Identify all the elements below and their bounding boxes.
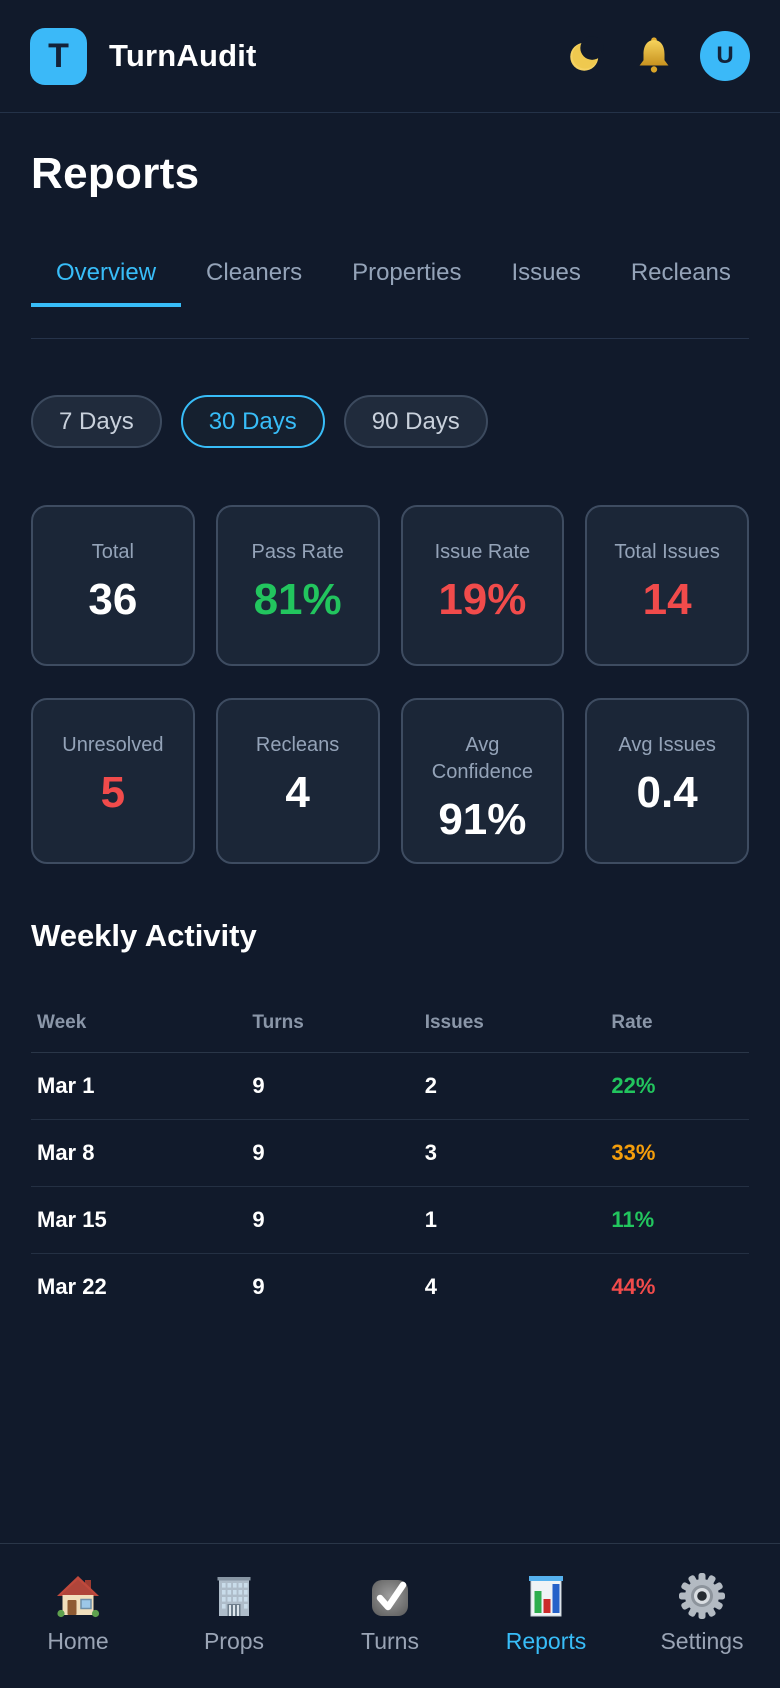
cell-turns: 9 (246, 1119, 419, 1188)
stats-grid: Total 36 Pass Rate 81% Issue Rate 19% To… (31, 505, 749, 865)
filter-90-days[interactable]: 90 Days (343, 395, 488, 448)
tabs-divider (31, 338, 749, 339)
cell-issues: 3 (418, 1119, 606, 1188)
top-actions: U (564, 31, 750, 81)
tab-properties[interactable]: Properties (352, 259, 462, 286)
cell-turns: 9 (246, 1052, 419, 1121)
table-row: Mar 1 9 2 22% (31, 1052, 749, 1121)
stat-value: 4 (285, 768, 310, 817)
avatar-initial: U (716, 42, 734, 69)
stat-card-pass-rate: Pass Rate 81% (215, 505, 380, 666)
nav-label: Home (47, 1628, 109, 1654)
bar-chart-icon (522, 1572, 570, 1620)
cell-week: Mar 1 (31, 1052, 247, 1121)
table-row: Mar 22 9 4 44% (31, 1254, 749, 1321)
tab-cleaners[interactable]: Cleaners (206, 259, 303, 286)
table-row: Mar 15 9 1 11% (31, 1186, 749, 1255)
bell-icon (633, 34, 675, 79)
cell-week: Mar 8 (31, 1119, 247, 1188)
cell-week: Mar 22 (37, 1274, 107, 1300)
stat-card-unresolved: Unresolved 5 (31, 698, 195, 865)
stat-card-recleans: Recleans 4 (215, 698, 380, 865)
table-row: Mar 8 9 3 33% (31, 1119, 749, 1188)
table-header-row: Week Turns Issues Rate (31, 1012, 749, 1054)
filter-7-days[interactable]: 7 Days (31, 395, 162, 448)
gear-icon (678, 1572, 726, 1620)
stat-value: 5 (100, 768, 126, 817)
nav-label: Settings (660, 1628, 744, 1654)
stat-label: Recleans (255, 734, 340, 756)
time-range-filters: 7 Days 30 Days 90 Days (31, 395, 749, 448)
stat-card-avg-confidence: Avg Confidence 91% (400, 698, 565, 865)
report-tabs: Overview Cleaners Properties Issues Recl… (31, 259, 749, 307)
nav-item-turns[interactable]: Turns (312, 1572, 468, 1655)
stat-card-issue-rate: Issue Rate 19% (400, 505, 565, 666)
stat-card-total-issues: Total Issues 14 (585, 505, 749, 666)
nav-label: Turns (361, 1628, 419, 1654)
cell-issues: 2 (418, 1052, 606, 1121)
stat-label: Avg Issues (618, 734, 716, 756)
dark-mode-toggle-button[interactable] (564, 34, 608, 78)
stat-value: 19% (438, 575, 527, 624)
stat-label: Total Issues (614, 541, 720, 563)
cell-issues: 1 (418, 1186, 606, 1255)
weekly-activity-table: Week Turns Issues Rate Mar 1 9 2 22% Mar… (31, 1012, 749, 1320)
page-title: Reports (31, 149, 200, 198)
stat-label: Total (91, 541, 134, 563)
cell-rate: 33% (605, 1119, 749, 1188)
notifications-button[interactable] (632, 34, 676, 78)
tab-issues[interactable]: Issues (511, 259, 581, 286)
stat-label: Pass Rate (251, 541, 344, 563)
stat-value: 14 (642, 575, 692, 624)
building-icon (210, 1572, 258, 1620)
stat-value: 0.4 (636, 768, 698, 817)
weekly-activity-title: Weekly Activity (31, 918, 257, 954)
bottom-navigation: Home Props (0, 1543, 780, 1688)
column-header-week: Week (31, 1012, 247, 1054)
cell-rate: 22% (605, 1052, 749, 1121)
nav-item-home[interactable]: Home (0, 1572, 156, 1655)
filter-30-days[interactable]: 30 Days (180, 395, 325, 448)
app-name: TurnAudit (109, 38, 257, 73)
column-header-turns: Turns (246, 1012, 419, 1054)
cell-issues: 4 (424, 1274, 437, 1300)
cell-turns: 9 (246, 1186, 419, 1255)
cell-rate: 44% (611, 1274, 656, 1300)
stat-label: Issue Rate (434, 541, 531, 563)
top-bar: T TurnAudit (0, 0, 780, 113)
stat-card-avg-issues: Avg Issues 0.4 (585, 698, 749, 865)
nav-item-settings[interactable]: Settings (624, 1572, 780, 1655)
home-icon (54, 1572, 102, 1620)
app-logo-letter: T (48, 36, 69, 75)
check-icon (366, 1572, 414, 1620)
stat-label: Avg Confidence (431, 734, 533, 783)
nav-label: Reports (505, 1628, 587, 1654)
stat-card-total: Total 36 (31, 505, 195, 666)
stat-value: 36 (88, 575, 138, 624)
nav-item-reports[interactable]: Reports (468, 1572, 624, 1655)
main-content: Reports Overview Cleaners Properties Iss… (0, 149, 780, 1320)
cell-rate: 11% (605, 1186, 749, 1255)
avatar[interactable]: U (700, 31, 750, 81)
moon-icon (565, 34, 607, 79)
tab-overview[interactable]: Overview (31, 259, 182, 307)
stat-value: 81% (253, 575, 342, 624)
cell-turns: 9 (252, 1274, 265, 1300)
column-header-rate: Rate (605, 1012, 749, 1054)
column-header-issues: Issues (418, 1012, 606, 1054)
cell-week: Mar 15 (31, 1186, 247, 1255)
stat-label: Unresolved (62, 734, 164, 756)
app-logo: T (30, 27, 87, 85)
nav-item-props[interactable]: Props (156, 1572, 312, 1655)
stat-value: 91% (438, 795, 527, 844)
tab-recleans[interactable]: Recleans (630, 259, 731, 286)
nav-label: Props (203, 1628, 265, 1654)
